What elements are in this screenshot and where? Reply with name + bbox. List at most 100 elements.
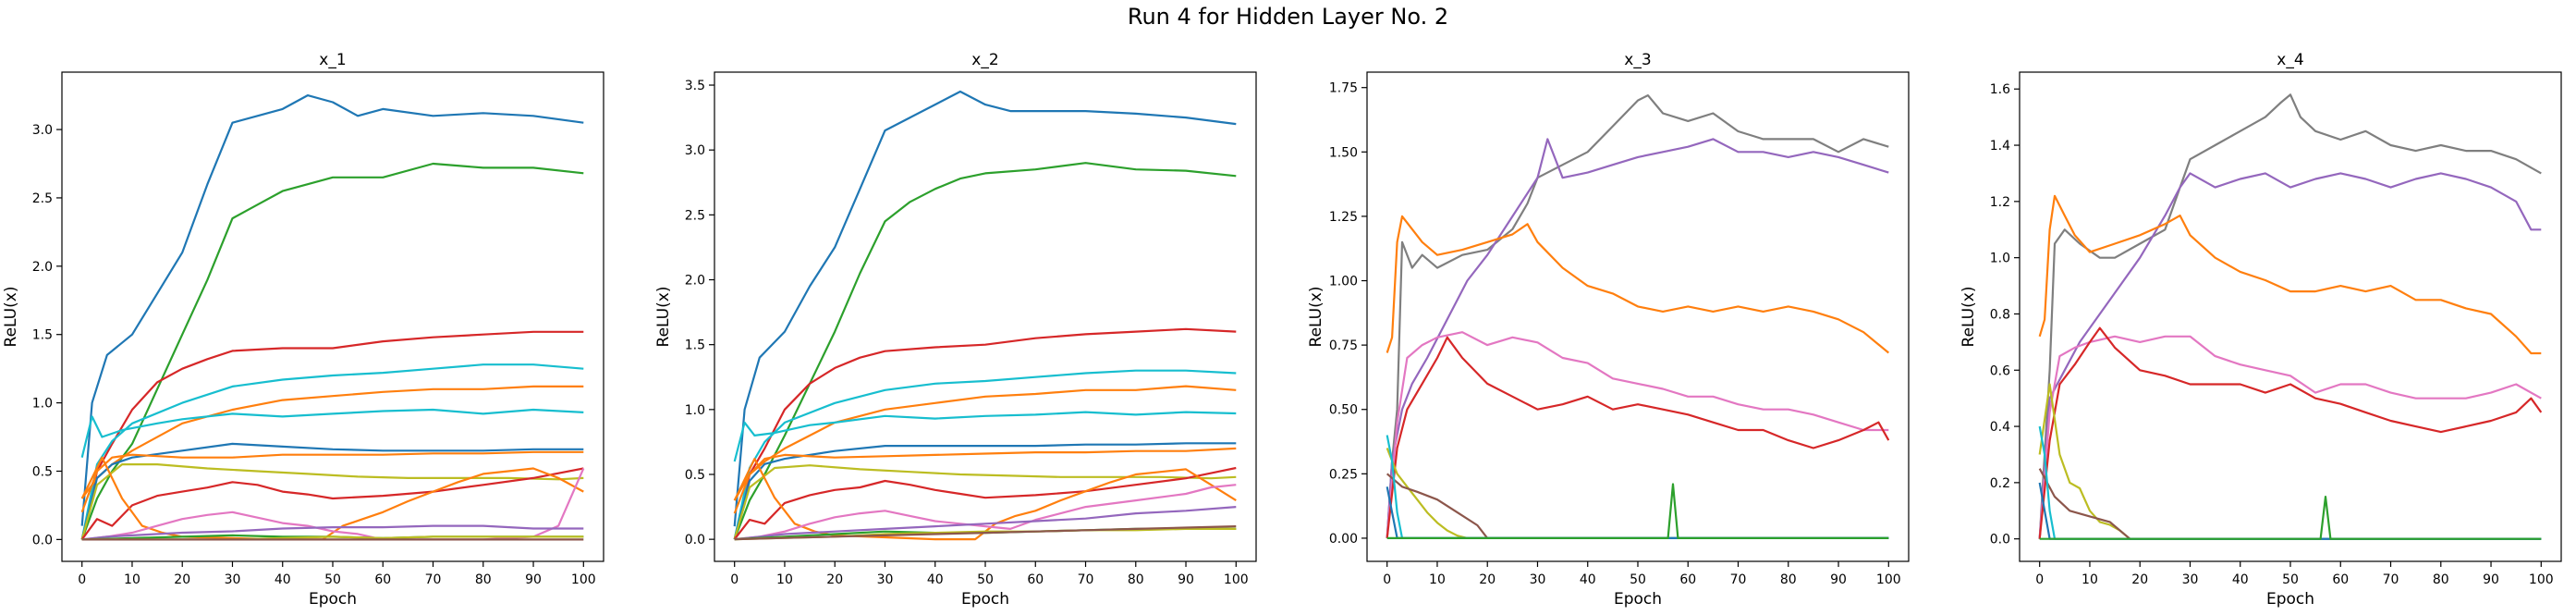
y-tick-label: 1.00: [1329, 275, 1358, 289]
x-tick-label: 70: [1078, 572, 1094, 587]
x-tick-label: 10: [1429, 572, 1446, 587]
series-line-10: [80, 467, 584, 541]
series-line-1: [733, 90, 1237, 527]
x-tick-label: 50: [977, 572, 994, 587]
y-tick-label: 0.5: [32, 464, 53, 479]
series-line-9: [1386, 486, 1889, 539]
subplot-1: 0 10 20 30 40 50 60 70 80 90 100 0.0 0.5 1.0 1.5 2.0 2.5…: [2, 51, 604, 609]
y-tick-label: 0.00: [1329, 532, 1358, 547]
x-axis-label: Epoch: [1614, 590, 1662, 609]
series-line-9: [733, 464, 1237, 540]
y-tick-label: 0.50: [1329, 403, 1358, 418]
y-axis-label: ReLU(x): [2, 287, 20, 348]
series-line-12: [734, 484, 1237, 541]
x-tick-label: 50: [324, 572, 341, 587]
x-tick-label: 80: [1780, 572, 1797, 587]
series-line-4: [733, 369, 1237, 540]
series-line-3: [733, 327, 1237, 540]
series-line-10: [2039, 496, 2542, 540]
x-tick-label: 50: [1630, 572, 1646, 587]
series-line-4: [1386, 331, 1889, 538]
series-line-5: [733, 385, 1237, 501]
series-line-8: [733, 447, 1237, 514]
subplot-2: 0 10 20 30 40 50 60 70 80 90 100 0.0 0.5 1.0 1.5 2.0 2.5…: [654, 51, 1257, 609]
x-tick-label: 10: [124, 572, 140, 587]
y-tick-label: 2.5: [685, 208, 705, 223]
y-tick-label: 1.4: [1990, 139, 2010, 154]
y-tick-label: 1.5: [685, 338, 705, 353]
series-line-2: [1386, 138, 1889, 538]
series-line-5: [1386, 336, 1890, 539]
x-tick-label: 0: [730, 572, 739, 587]
x-axis-label: Epoch: [309, 590, 357, 609]
series-line-4: [2038, 335, 2542, 539]
y-tick-label: 3.0: [685, 143, 705, 158]
y-axis-label: ReLU(x): [1959, 287, 1978, 348]
x-tick-label: 80: [1128, 572, 1144, 587]
x-tick-label: 20: [1479, 572, 1496, 587]
y-tick-label: 3.5: [685, 79, 705, 93]
x-tick-label: 30: [225, 572, 241, 587]
series-line-6: [1386, 448, 1889, 539]
series-line-4: [80, 363, 584, 540]
series-line-7: [733, 442, 1237, 540]
series-line-1: [1386, 94, 1889, 538]
x-tick-label: 100: [2529, 572, 2554, 587]
x-tick-label: 20: [826, 572, 843, 587]
x-tick-label: 70: [1730, 572, 1747, 587]
y-tick-label: 0.6: [1990, 363, 2010, 378]
series-group: [80, 94, 585, 541]
y-tick-label: 1.0: [32, 397, 53, 412]
subplot-title: x_4: [2277, 51, 2303, 69]
y-tick-label: 0.8: [1990, 307, 2010, 322]
y-tick-label: 1.0: [685, 403, 705, 418]
y-axis-label: ReLU(x): [1307, 287, 1325, 348]
x-tick-label: 80: [475, 572, 492, 587]
series-line-7: [80, 442, 584, 540]
x-tick-label: 30: [1530, 572, 1546, 587]
series-group: [733, 90, 1237, 541]
y-tick-label: 0.0: [32, 533, 53, 547]
subplot-title: x_3: [1624, 51, 1651, 69]
x-tick-label: 30: [2182, 572, 2199, 587]
series-line-7: [1386, 473, 1889, 539]
series-line-10: [733, 466, 1237, 540]
x-tick-label: 100: [1224, 572, 1249, 587]
y-tick-label: 0.25: [1329, 467, 1358, 482]
x-tick-label: 90: [525, 572, 542, 587]
subplot-4: 0 10 20 30 40 50 60 70 80 90 100 0.0 0.2 0.4 0.6 0.8 1.0…: [1959, 51, 2562, 609]
series-line-2: [2038, 172, 2542, 539]
y-tick-label: 1.75: [1329, 81, 1358, 96]
subplot-title: x_2: [971, 51, 998, 69]
y-tick-label: 1.25: [1329, 210, 1358, 225]
series-line-13: [81, 524, 584, 541]
y-tick-label: 0.4: [1990, 420, 2010, 435]
series-line-8: [80, 450, 584, 513]
x-tick-label: 40: [927, 572, 944, 587]
series-line-6: [2038, 383, 2542, 540]
x-tick-label: 90: [1830, 572, 1847, 587]
x-tick-label: 40: [1580, 572, 1596, 587]
x-tick-label: 0: [2035, 572, 2044, 587]
x-tick-label: 0: [78, 572, 86, 587]
x-tick-label: 100: [571, 572, 596, 587]
x-tick-label: 70: [425, 572, 442, 587]
x-tick-label: 20: [174, 572, 190, 587]
series-line-6: [80, 408, 584, 458]
series-line-13: [734, 506, 1237, 541]
y-tick-label: 2.0: [32, 260, 53, 275]
series-line-3: [2038, 194, 2542, 355]
axes-frame: [2019, 71, 2562, 562]
y-tick-label: 1.0: [1990, 252, 2010, 266]
y-tick-label: 0.2: [1990, 476, 2010, 491]
x-tick-label: 10: [2082, 572, 2098, 587]
x-tick-label: 60: [2332, 572, 2349, 587]
series-line-2: [733, 162, 1237, 540]
y-tick-label: 2.0: [685, 274, 705, 289]
series-line-1: [2038, 93, 2542, 539]
x-tick-label: 60: [374, 572, 391, 587]
x-tick-label: 70: [2383, 572, 2399, 587]
series-line-3: [1386, 215, 1889, 354]
series-line-8: [2038, 425, 2542, 540]
